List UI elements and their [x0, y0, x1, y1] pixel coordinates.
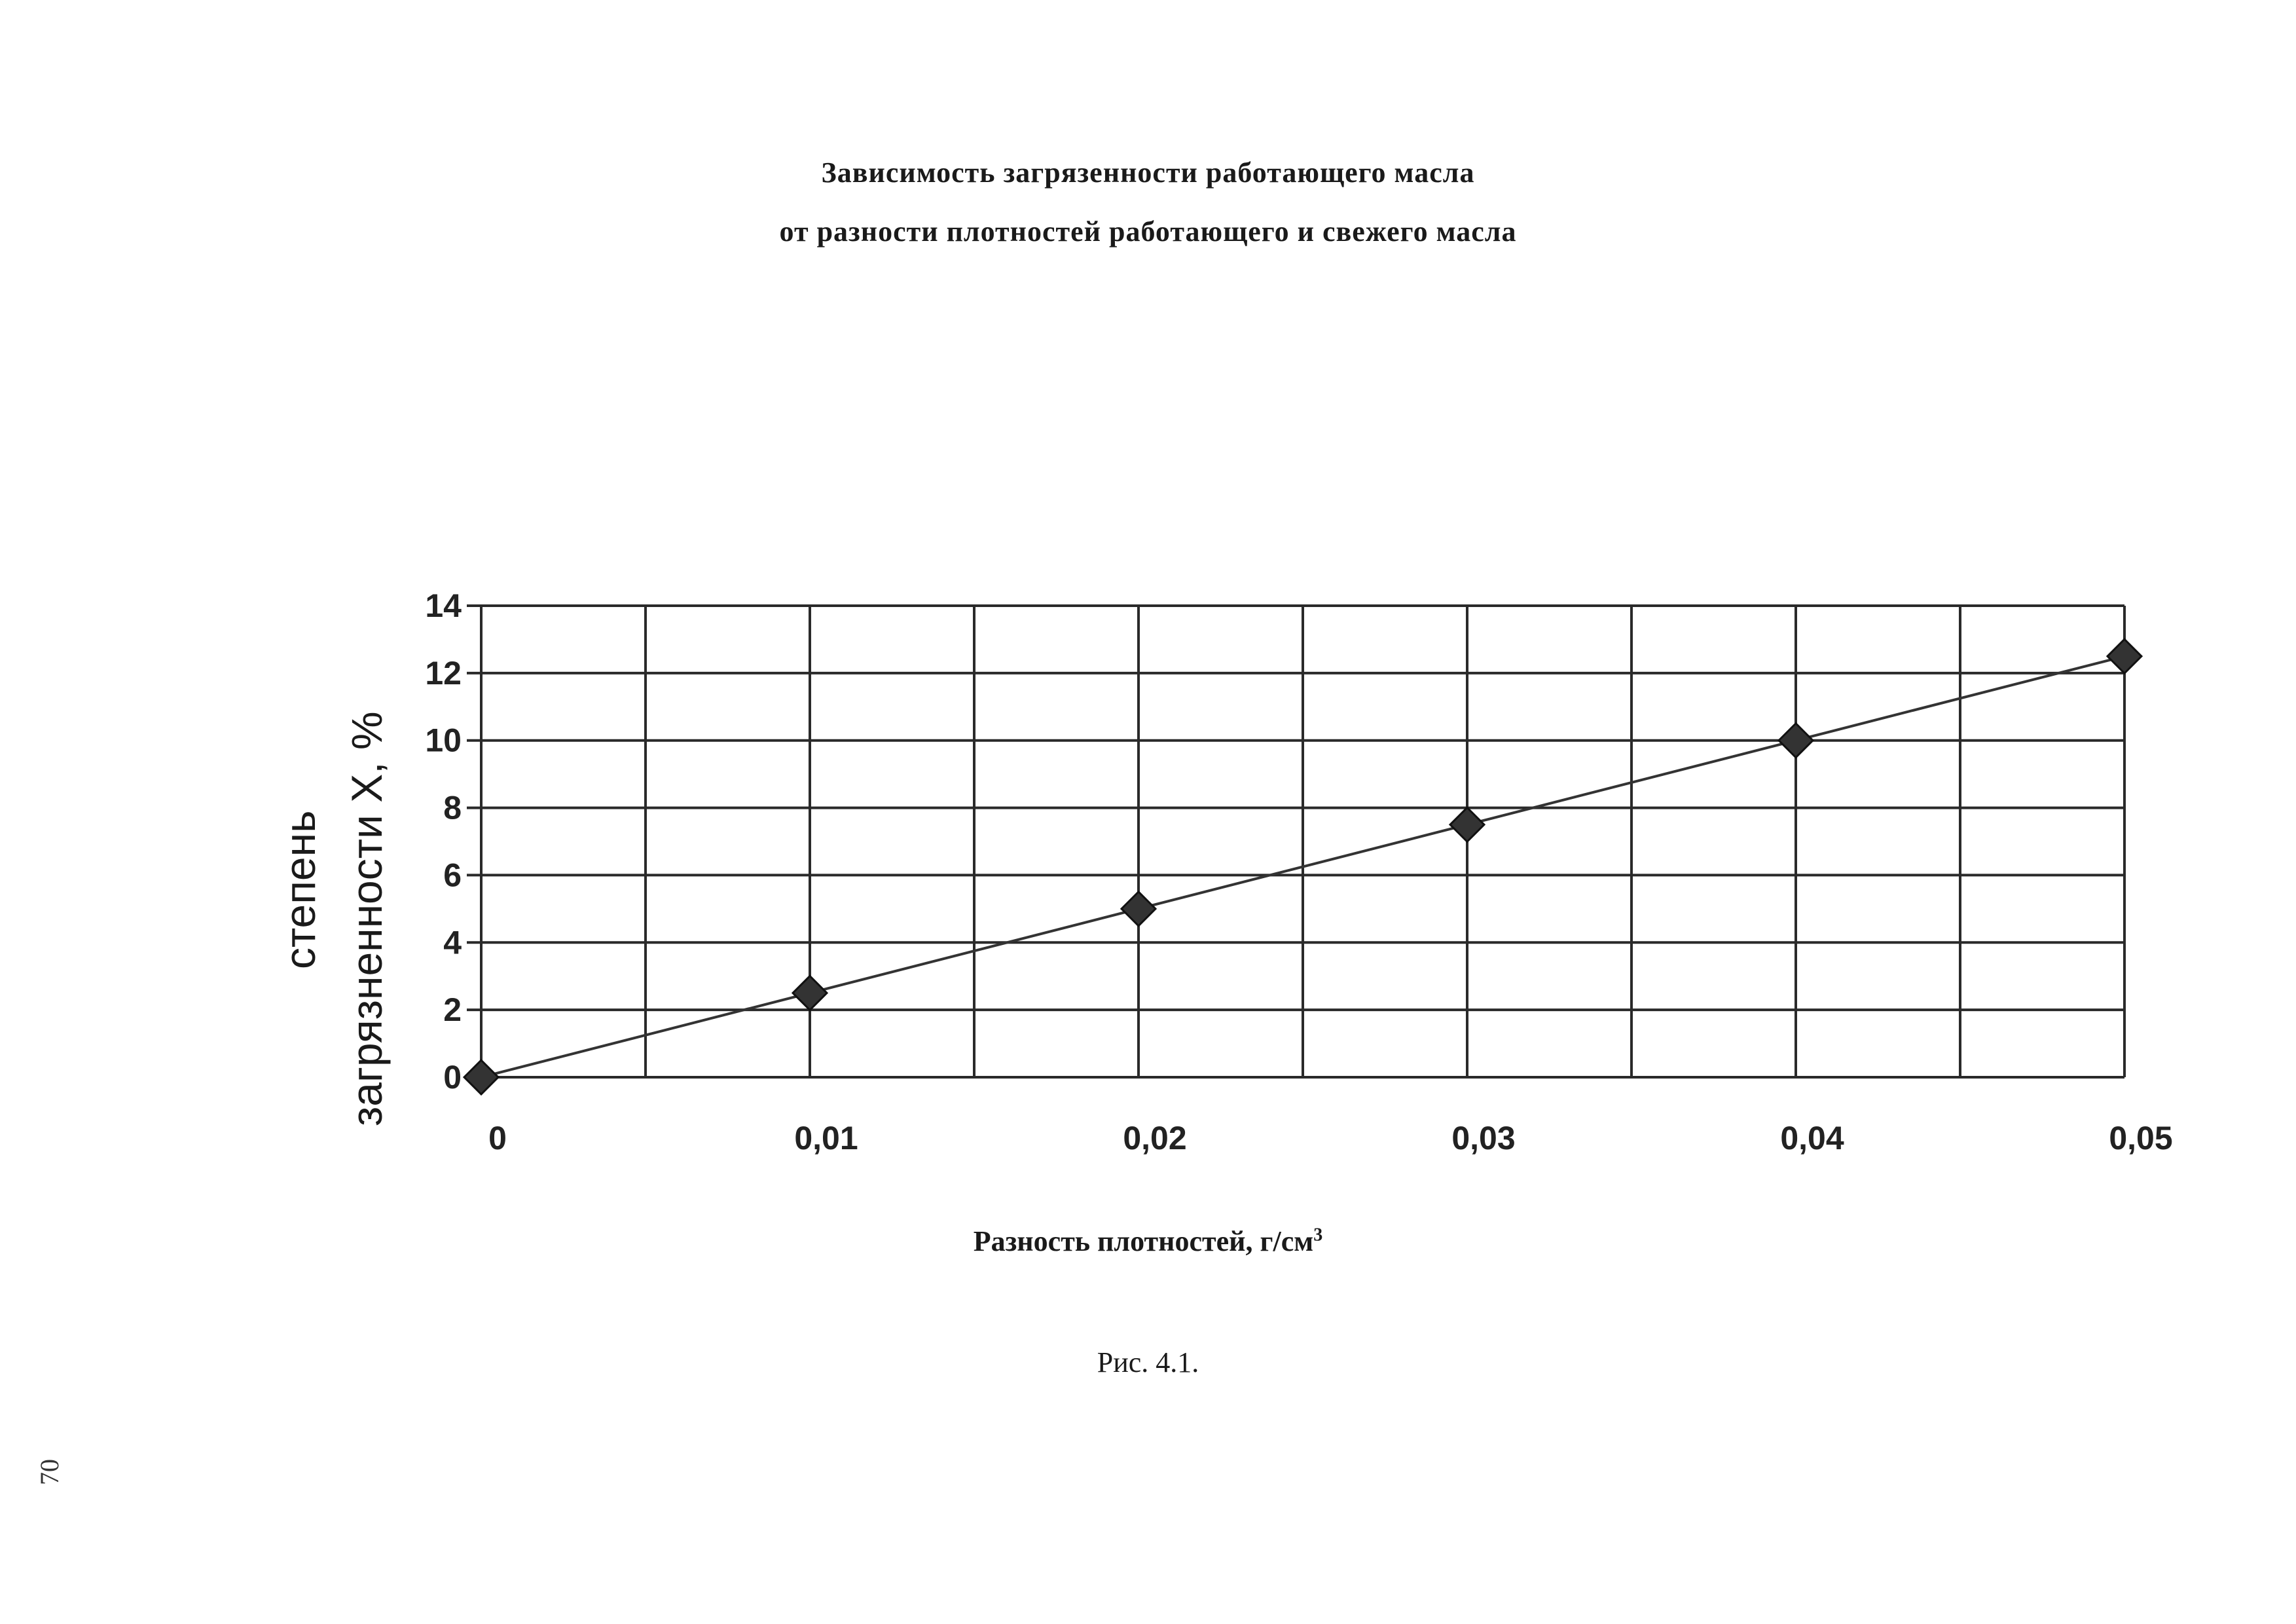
data-point-marker	[1448, 806, 1486, 843]
page-number: 70	[35, 1459, 64, 1485]
y-tick-label: 2	[443, 991, 462, 1028]
chart-title-line-1: Зависимость загрязенности работающего ма…	[821, 157, 1475, 189]
x-axis-label-text: Разность плотностей, г/см	[973, 1225, 1314, 1257]
x-axis-label-superscript: 3	[1313, 1225, 1323, 1246]
chart-ticks: 0 2 4 6 8 10 12 14 0 0,01 0,02 0,03 0,04 0,05	[425, 587, 2172, 1156]
y-tick-label: 4	[443, 924, 462, 961]
x-tick-label: 0,05	[2109, 1120, 2172, 1156]
y-tick-label: 10	[425, 722, 462, 759]
x-axis-label: Разность плотностей, г/см3	[0, 1225, 2296, 1258]
y-tick-label: 8	[443, 790, 462, 826]
figure-caption: Рис. 4.1.	[1097, 1346, 1199, 1378]
data-point-marker	[462, 1058, 500, 1096]
y-tick-label: 14	[425, 587, 462, 624]
data-point-marker	[1777, 722, 1815, 759]
data-point-marker	[1120, 890, 1157, 927]
x-tick-label: 0,04	[1780, 1120, 1844, 1156]
chart-grid	[467, 604, 2126, 1079]
y-tick-label: 0	[443, 1059, 462, 1096]
chart-series	[462, 638, 2143, 1096]
x-tick-label: 0,03	[1451, 1120, 1515, 1156]
x-tick-label: 0	[488, 1120, 507, 1156]
chart-title-line-2: от разности плотностей работающего и све…	[779, 215, 1517, 248]
y-tick-label: 12	[425, 655, 462, 692]
x-tick-label: 0,01	[794, 1120, 858, 1156]
series-line	[481, 655, 2125, 1079]
data-point-marker	[2105, 638, 2143, 675]
x-tick-label: 0,02	[1123, 1120, 1186, 1156]
y-tick-label: 6	[443, 857, 462, 893]
data-point-marker	[791, 974, 829, 1012]
